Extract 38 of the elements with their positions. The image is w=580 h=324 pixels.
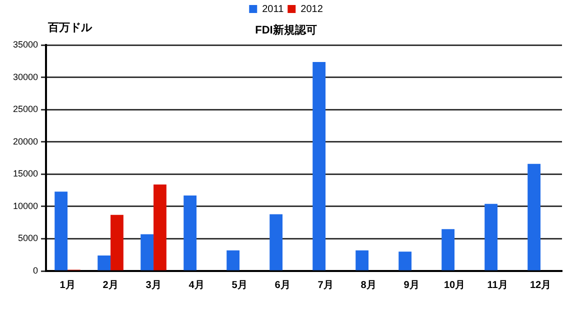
y-axis-title: 百万ドル xyxy=(47,20,93,34)
y-tick-label: 25000 xyxy=(12,104,38,114)
bar xyxy=(154,184,166,270)
y-tick-label: 35000 xyxy=(12,40,38,50)
x-tick-label: 12月 xyxy=(530,280,552,291)
x-tick-label: 3月 xyxy=(146,280,162,291)
y-tick-label: 15000 xyxy=(12,168,38,179)
bar xyxy=(312,62,326,270)
x-tick-label: 7月 xyxy=(318,280,334,291)
y-tick-label: 30000 xyxy=(12,72,38,82)
bar xyxy=(226,250,240,270)
bar xyxy=(442,229,455,270)
x-tick-label: 8月 xyxy=(360,280,376,291)
bar xyxy=(398,252,412,270)
x-tick-label: 2月 xyxy=(102,280,118,291)
bar xyxy=(528,164,540,270)
bar xyxy=(110,214,124,270)
x-tick-label: 9月 xyxy=(404,280,420,291)
legend-label: 2011 xyxy=(262,4,284,15)
x-tick-label: 11月 xyxy=(487,280,508,291)
bar xyxy=(98,256,111,270)
y-tick-label: 5000 xyxy=(18,233,38,244)
chart-title: FDI新規認可 xyxy=(255,24,317,37)
bar xyxy=(54,192,68,270)
y-tick-label: 20000 xyxy=(12,136,38,146)
x-tick-label: 10月 xyxy=(444,280,466,291)
y-tick-label: 10000 xyxy=(12,200,38,211)
y-tick-label: 0 xyxy=(33,265,38,276)
x-tick-label: 1月 xyxy=(60,280,76,291)
x-tick-label: 6月 xyxy=(274,280,290,291)
bar xyxy=(270,214,283,270)
x-tick-label: 4月 xyxy=(188,280,204,291)
x-tick-label: 5月 xyxy=(232,280,248,291)
bar xyxy=(356,250,369,270)
bar xyxy=(484,204,498,270)
bar xyxy=(140,234,154,270)
legend-label: 2012 xyxy=(300,4,324,15)
bar xyxy=(184,196,197,270)
